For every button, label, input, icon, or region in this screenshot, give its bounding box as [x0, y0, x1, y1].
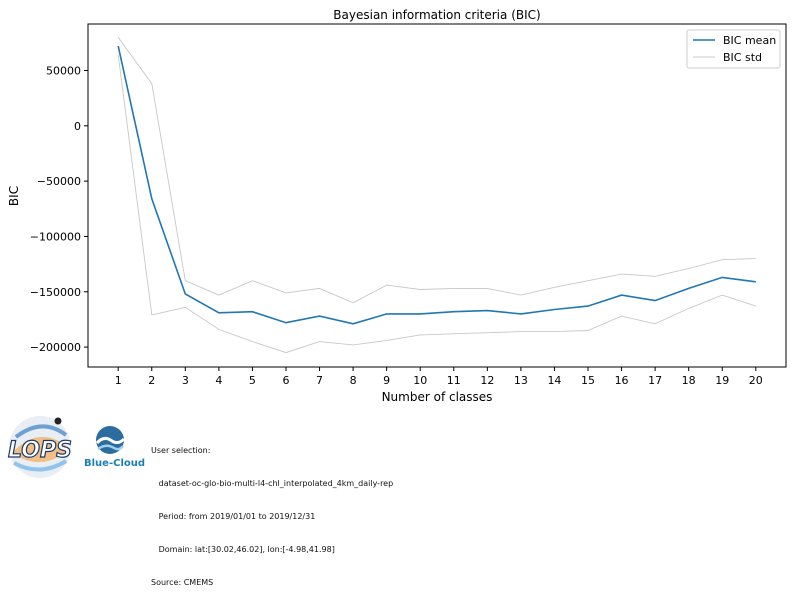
y-tick-label: 0 [74, 120, 81, 133]
x-tick-label: 5 [249, 374, 256, 387]
blue-cloud-logo-icon [95, 426, 126, 454]
user-selection-info: User selection: dataset-oc-glo-bio-multi… [151, 423, 393, 599]
x-tick-label: 13 [514, 374, 528, 387]
x-tick-label: 8 [350, 374, 357, 387]
x-tick-label: 16 [615, 374, 629, 387]
x-tick-label: 7 [316, 374, 323, 387]
bic-chart: Bayesian information criteria (BIC) 5000… [7, 8, 787, 404]
y-tick-label: −50000 [37, 175, 81, 188]
x-axis-label: Number of classes [382, 390, 493, 404]
x-tick-label: 6 [282, 374, 289, 387]
x-axis: 1 2 3 4 5 6 7 8 9 10 11 12 13 14 15 16 17 18 19 20 [115, 367, 763, 387]
y-tick-label: −150000 [30, 286, 81, 299]
legend: BIC mean BIC std [686, 29, 781, 69]
lops-logo: LOPS [7, 416, 73, 478]
x-tick-label: 19 [715, 374, 729, 387]
x-tick-label: 4 [215, 374, 222, 387]
x-tick-label: 10 [413, 374, 427, 387]
x-tick-label: 14 [547, 374, 561, 387]
series-line-bic-std-upper [117, 37, 756, 304]
x-tick-label: 3 [182, 374, 189, 387]
y-tick-label: −100000 [30, 230, 81, 243]
series-group [117, 37, 756, 354]
info-line: dataset-oc-glo-bio-multi-l4-chl_interpol… [151, 479, 394, 488]
info-line: User selection: [151, 446, 211, 455]
x-tick-label: 2 [148, 374, 155, 387]
chart-title: Bayesian information criteria (BIC) [333, 8, 540, 22]
blue-cloud-logo-text: Blue-Cloud [84, 458, 146, 469]
lops-logo-text: LOPS [8, 438, 72, 463]
y-tick-label: −200000 [30, 341, 81, 354]
x-tick-label: 1 [115, 374, 122, 387]
legend-label-bic-std: BIC std [723, 51, 762, 64]
x-tick-label: 11 [447, 374, 461, 387]
legend-label-bic-mean: BIC mean [723, 34, 776, 47]
y-tick-label: 50000 [46, 64, 81, 77]
series-line-bic-mean [117, 45, 756, 325]
x-tick-label: 15 [581, 374, 595, 387]
x-tick-label: 20 [749, 374, 763, 387]
x-tick-label: 9 [383, 374, 390, 387]
info-line: Domain: lat:[30.02,46.02], lon:[-4.98,41… [151, 545, 335, 554]
series-line-bic-std-lower [117, 54, 756, 354]
plot-area [87, 23, 787, 368]
info-line: Source: CMEMS [151, 578, 214, 587]
y-axis: 50000 0 −50000 −100000 −150000 −200000 [30, 64, 88, 354]
x-tick-label: 17 [648, 374, 662, 387]
x-tick-label: 12 [480, 374, 494, 387]
y-axis-label: BIC [7, 186, 21, 206]
info-line: Period: from 2019/01/01 to 2019/12/31 [151, 512, 316, 521]
x-tick-label: 18 [682, 374, 696, 387]
